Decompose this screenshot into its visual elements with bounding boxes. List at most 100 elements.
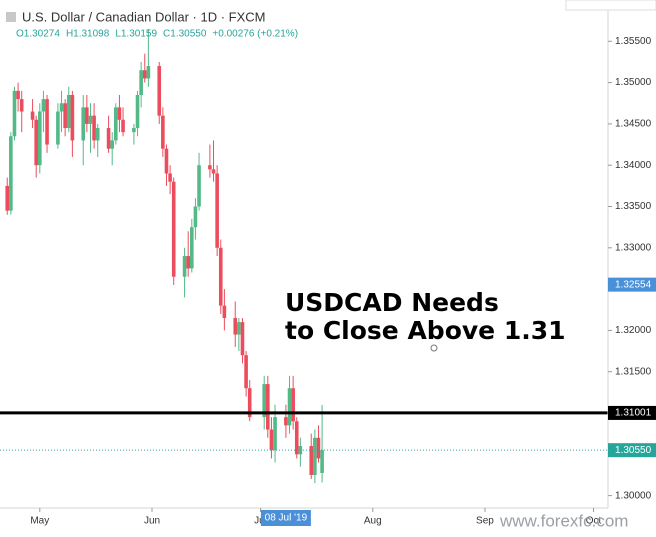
cursor-price-label: 1.32554 — [615, 279, 652, 290]
candle-body — [273, 417, 277, 451]
x-tick-label: Jun — [144, 516, 160, 527]
symbol-icon[interactable] — [6, 12, 16, 22]
candle-body — [45, 99, 49, 145]
candle-body — [161, 115, 165, 149]
candle-body — [233, 318, 238, 335]
candle-body — [19, 99, 24, 112]
candle-body — [164, 148, 169, 174]
candle-body — [313, 437, 317, 475]
candle-body — [171, 181, 176, 277]
candle-body — [190, 227, 194, 269]
y-tick-label: 1.32000 — [615, 325, 652, 336]
candle-body — [215, 173, 219, 248]
candle-body — [320, 450, 324, 473]
x-tick-label: Jul — [254, 516, 267, 527]
candle-body — [117, 107, 122, 120]
y-tick-label: 1.33500 — [615, 201, 652, 212]
candle-body — [132, 128, 136, 133]
candle-body — [316, 437, 321, 459]
candle-body — [135, 94, 140, 129]
y-tick-label: 1.33000 — [615, 242, 652, 253]
candle-body — [114, 107, 118, 141]
candle-body — [66, 94, 71, 129]
x-tick-label: May — [30, 516, 49, 527]
candle-body — [222, 305, 227, 319]
watermark: www.forexfc.com — [499, 511, 628, 530]
candle-body — [247, 388, 252, 418]
candle-body — [38, 111, 42, 166]
candle-body — [41, 99, 46, 112]
y-tick-label: 1.34500 — [615, 119, 652, 130]
candle-body — [12, 90, 17, 137]
candle-body — [30, 111, 35, 120]
candle-body — [186, 256, 190, 269]
candle-body — [110, 140, 114, 149]
candle-body — [95, 128, 100, 141]
candle-body — [146, 66, 151, 79]
candle-body — [294, 421, 299, 455]
cursor-price-tag — [608, 277, 656, 292]
candle-body — [266, 384, 270, 430]
candle-body — [121, 119, 125, 133]
candle-body — [237, 322, 241, 335]
candle-body — [142, 70, 147, 79]
y-tick-label: 1.35000 — [615, 77, 652, 88]
candle-body — [244, 355, 248, 389]
y-tick-label: 1.34000 — [615, 160, 652, 171]
candle-body — [5, 185, 10, 211]
candle-body — [70, 94, 75, 141]
price-tag-label: 1.31001 — [615, 408, 652, 419]
ohlc-readout: C1.30550 — [163, 29, 207, 40]
price-tag-label: 1.30550 — [615, 445, 652, 456]
annotation: USDCAD Needs — [285, 288, 499, 317]
ohlc-readout: O1.30274 — [16, 29, 60, 40]
candle-body — [211, 169, 216, 174]
candle-body — [284, 417, 288, 426]
x-tick-label: Sep — [476, 516, 494, 527]
cursor-date-label: 08 Jul '19 — [265, 513, 308, 524]
candle-body — [106, 128, 111, 149]
x-tick-label: Aug — [364, 516, 382, 527]
candle-body — [182, 256, 187, 277]
price-tag — [608, 405, 656, 420]
candle-body — [291, 388, 295, 422]
annotation: to Close Above 1.31 — [285, 316, 566, 345]
candle-body — [269, 429, 274, 451]
price-tag — [608, 443, 656, 458]
candle-body — [56, 111, 60, 145]
candle-body — [9, 136, 13, 211]
candle-body — [139, 70, 143, 95]
candle-body — [16, 90, 20, 100]
candle-body — [92, 115, 96, 141]
x-tick-label: Oct — [586, 516, 602, 527]
candle-body — [218, 247, 223, 306]
candle-body — [59, 103, 64, 112]
ohlc-readout: +0.00276 (+0.21%) — [212, 29, 298, 40]
candle-body — [193, 206, 198, 228]
chart-title: U.S. Dollar / Canadian Dollar · 1D · FXC… — [22, 9, 265, 24]
candle-body — [240, 322, 245, 356]
candle-body — [88, 115, 93, 124]
candle-body — [34, 119, 38, 166]
ohlc-readout: H1.31098 — [66, 29, 110, 40]
candle-body — [81, 107, 86, 141]
ohlc-readout: L1.30159 — [115, 29, 157, 40]
candle-body — [168, 173, 172, 182]
y-tick-label: 1.30000 — [615, 490, 652, 501]
candle-body — [262, 384, 266, 418]
candle-body — [63, 103, 67, 129]
toolbar[interactable] — [565, 0, 656, 11]
y-tick-label: 1.31500 — [615, 366, 652, 377]
plot-area — [0, 28, 608, 484]
cursor — [430, 344, 438, 352]
cursor-date-tag — [260, 510, 311, 526]
candle-body — [197, 165, 201, 207]
candle-body — [85, 107, 89, 124]
candle-body — [157, 66, 162, 116]
candle-body — [309, 446, 314, 475]
candle-body — [208, 165, 212, 170]
y-tick-label: 1.35500 — [615, 36, 652, 47]
candle-body — [287, 388, 292, 426]
